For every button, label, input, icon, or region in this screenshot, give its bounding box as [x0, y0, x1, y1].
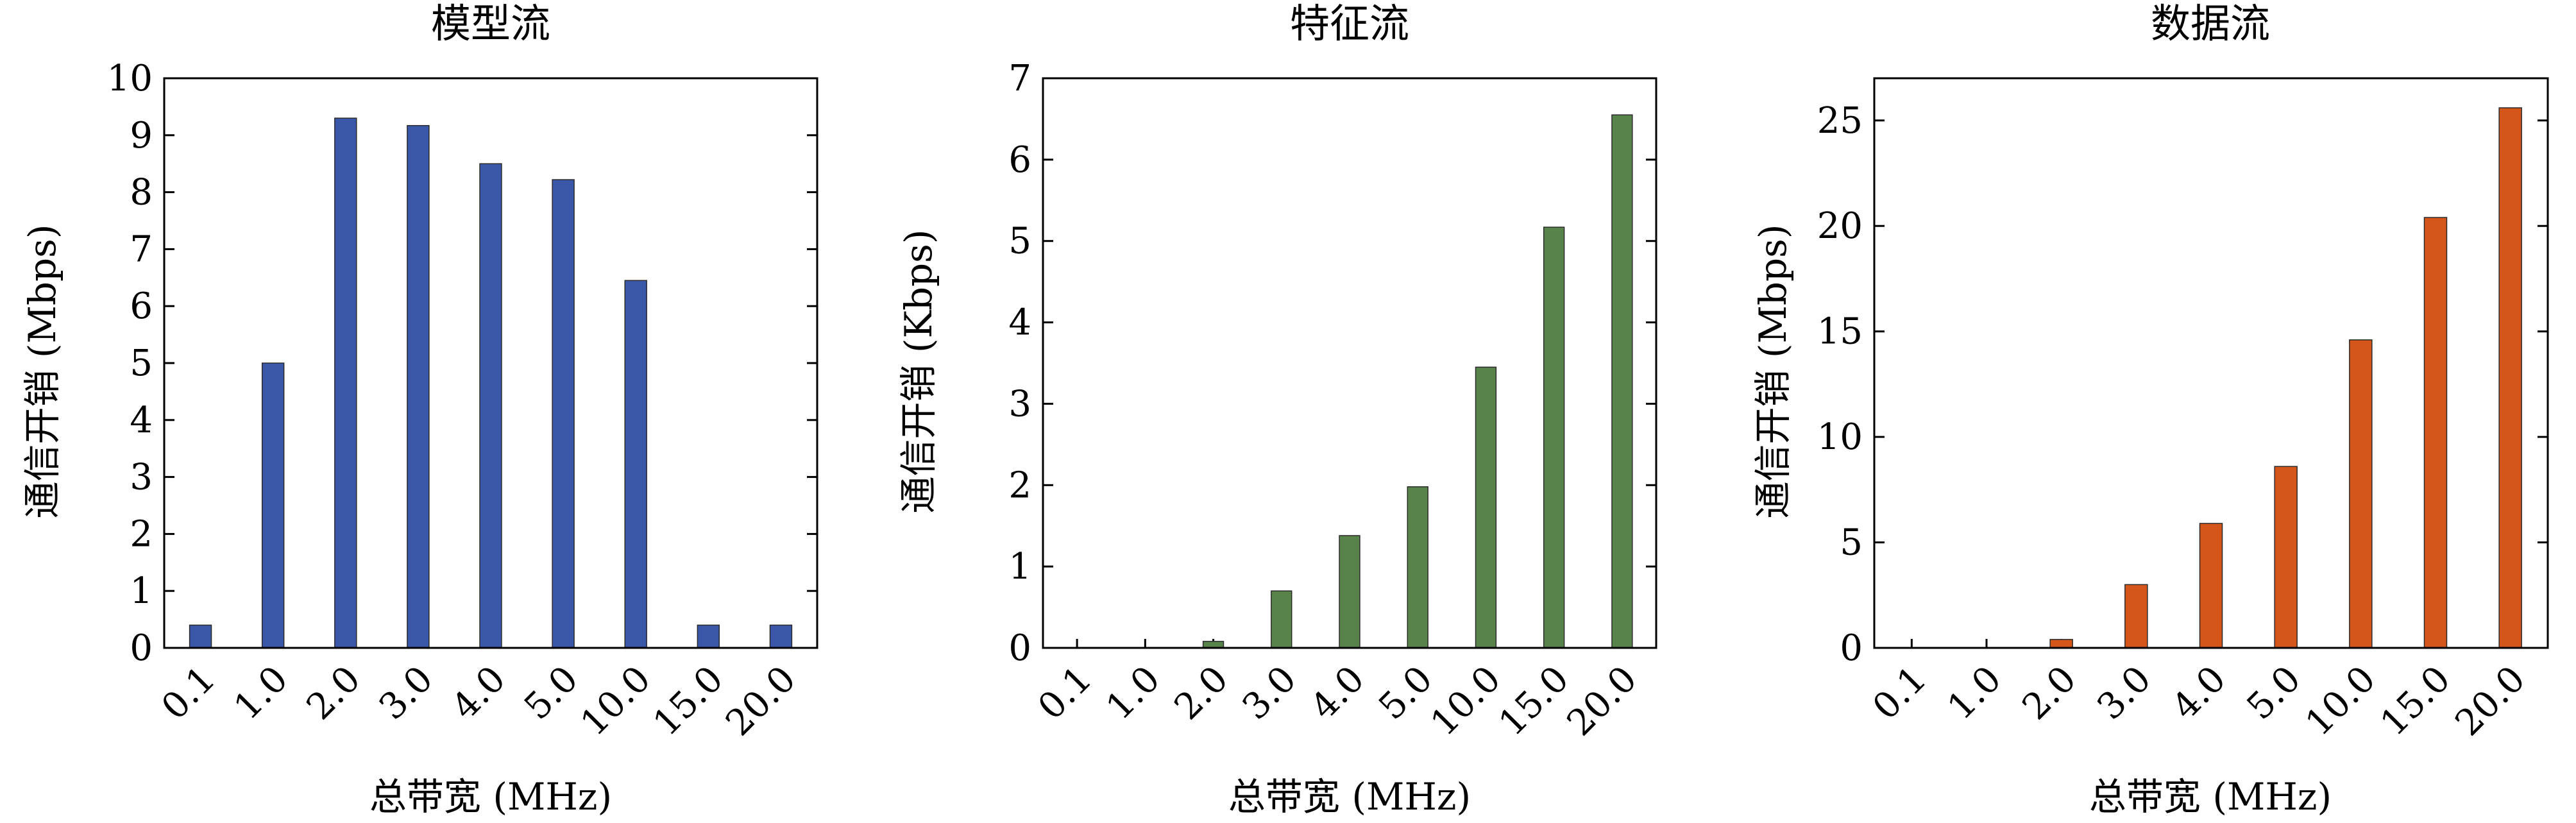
- x-tick-label: 4.0: [1303, 658, 1373, 728]
- y-tick-label: 20: [1817, 205, 1863, 247]
- bar-2.0: [2049, 639, 2073, 649]
- x-tick-label: 10.0: [2298, 658, 2384, 744]
- y-axis-ticks: 0 1 2 3 4 5 6 7: [1008, 58, 1656, 669]
- y-tick-label: 3: [130, 457, 153, 498]
- bar-series: [189, 117, 793, 649]
- x-tick-label: 1.0: [226, 658, 296, 728]
- y-axis-ticks: 0 5 10 15 20 25: [1817, 100, 2548, 669]
- y-tick-label: 5: [1008, 221, 1031, 262]
- bar-5.0: [552, 179, 575, 649]
- x-tick-label: 2.0: [2015, 658, 2085, 728]
- bar-15.0: [697, 624, 720, 649]
- y-tick-label: 0: [1008, 627, 1031, 669]
- bar-10.0: [2349, 339, 2373, 649]
- bar-series: [2049, 107, 2522, 649]
- y-tick-label: 10: [1817, 416, 1863, 458]
- x-tick-label: 15.0: [645, 658, 731, 744]
- y-tick-label: 4: [1008, 302, 1031, 344]
- bar-4.0: [479, 163, 502, 649]
- bar-5.0: [1407, 486, 1428, 649]
- y-tick-label: 25: [1817, 100, 1863, 142]
- bar-15.0: [2423, 217, 2448, 649]
- bar-3.0: [2124, 584, 2148, 649]
- y-tick-label: 8: [130, 172, 153, 214]
- y-tick-label: 0: [130, 627, 153, 669]
- bar-20.0: [1611, 114, 1633, 649]
- y-tick-label: 4: [130, 400, 153, 441]
- x-tick-label: 4.0: [444, 658, 514, 728]
- chart-panel-feature-flow: 特征流 通信开销 (Kbps) 总带宽 (MHz) 0 1 2 3 4 5 6 7 0.11.…: [897, 0, 1657, 819]
- bar-15.0: [1543, 226, 1565, 649]
- y-tick-label: 5: [130, 343, 153, 384]
- x-tick-label: 1.0: [1098, 658, 1168, 728]
- x-tick-label: 0.1: [1030, 658, 1100, 728]
- bar-1.0: [261, 362, 285, 649]
- x-tick-label: 2.0: [299, 658, 369, 728]
- x-axis-ticks: 0.11.02.03.04.05.010.015.020.0: [1030, 639, 1645, 744]
- x-tick-label: 20.0: [2447, 658, 2533, 744]
- x-axis-label: 总带宽 (MHz): [369, 775, 612, 819]
- y-tick-label: 10: [107, 58, 153, 99]
- x-axis-label: 总带宽 (MHz): [2089, 775, 2332, 819]
- y-tick-label: 2: [130, 513, 153, 555]
- chart-title: 数据流: [2151, 0, 2270, 47]
- y-tick-label: 2: [1008, 464, 1031, 506]
- x-tick-label: 3.0: [2089, 658, 2159, 728]
- y-tick-label: 1: [1008, 546, 1031, 588]
- x-tick-label: 0.1: [1865, 658, 1935, 728]
- bar-10.0: [624, 280, 647, 649]
- x-tick-label: 0.1: [154, 658, 224, 728]
- y-tick-label: 15: [1817, 311, 1863, 353]
- bar-4.0: [1339, 535, 1360, 649]
- bar-series: [1202, 114, 1633, 649]
- y-tick-label: 1: [130, 570, 153, 612]
- x-tick-label: 20.0: [1559, 658, 1645, 744]
- x-axis-label: 总带宽 (MHz): [1228, 775, 1471, 819]
- x-tick-label: 3.0: [371, 658, 441, 728]
- x-tick-label: 20.0: [718, 658, 804, 744]
- y-axis-label: 通信开销 (Mbps): [1751, 224, 1795, 518]
- x-tick-label: 15.0: [2373, 658, 2459, 744]
- x-tick-label: 3.0: [1235, 658, 1305, 728]
- plot-frame: [1873, 77, 2549, 649]
- bar-2.0: [1202, 641, 1224, 649]
- plot-frame: [1042, 77, 1657, 649]
- bar-4.0: [2199, 523, 2223, 649]
- bar-3.0: [407, 124, 430, 649]
- y-tick-label: 0: [1840, 627, 1863, 669]
- y-tick-label: 6: [130, 285, 153, 327]
- chart-panel-data-flow: 数据流 通信开销 (Mbps) 总带宽 (MHz) 0 5 10 15 20 25 0.1…: [1751, 0, 2549, 819]
- bar-3.0: [1271, 590, 1292, 649]
- chart-title: 特征流: [1290, 0, 1409, 47]
- bar-2.0: [334, 117, 357, 649]
- x-tick-label: 15.0: [1491, 658, 1577, 744]
- y-axis-label: 通信开销 (Kbps): [897, 229, 940, 513]
- y-tick-label: 6: [1008, 139, 1031, 181]
- bar-0.1: [189, 624, 212, 649]
- chart-panel-model-flow: 模型流 通信开销 (Mbps) 总带宽 (MHz) 0 1 2 3 4 5 6 7 8 9 10 0…: [21, 0, 818, 819]
- x-tick-label: 4.0: [2164, 658, 2234, 728]
- x-tick-label: 1.0: [1940, 658, 2010, 728]
- y-tick-label: 5: [1840, 522, 1863, 564]
- bar-5.0: [2274, 466, 2298, 649]
- x-tick-label: 10.0: [573, 658, 659, 744]
- y-axis-label: 通信开销 (Mbps): [21, 224, 64, 518]
- plot-frame: [163, 77, 818, 649]
- y-tick-label: 7: [130, 228, 153, 270]
- x-tick-label: 10.0: [1423, 658, 1509, 744]
- y-tick-label: 7: [1008, 58, 1031, 99]
- y-tick-label: 9: [130, 115, 153, 157]
- y-tick-label: 3: [1008, 383, 1031, 425]
- bar-20.0: [2498, 107, 2522, 649]
- bar-20.0: [769, 624, 793, 649]
- x-tick-label: 5.0: [2239, 658, 2309, 728]
- bar-10.0: [1475, 366, 1497, 649]
- y-axis-ticks: 0 1 2 3 4 5 6 7 8 9 10: [107, 58, 817, 669]
- x-tick-label: 2.0: [1167, 658, 1237, 728]
- chart-title: 模型流: [431, 0, 550, 47]
